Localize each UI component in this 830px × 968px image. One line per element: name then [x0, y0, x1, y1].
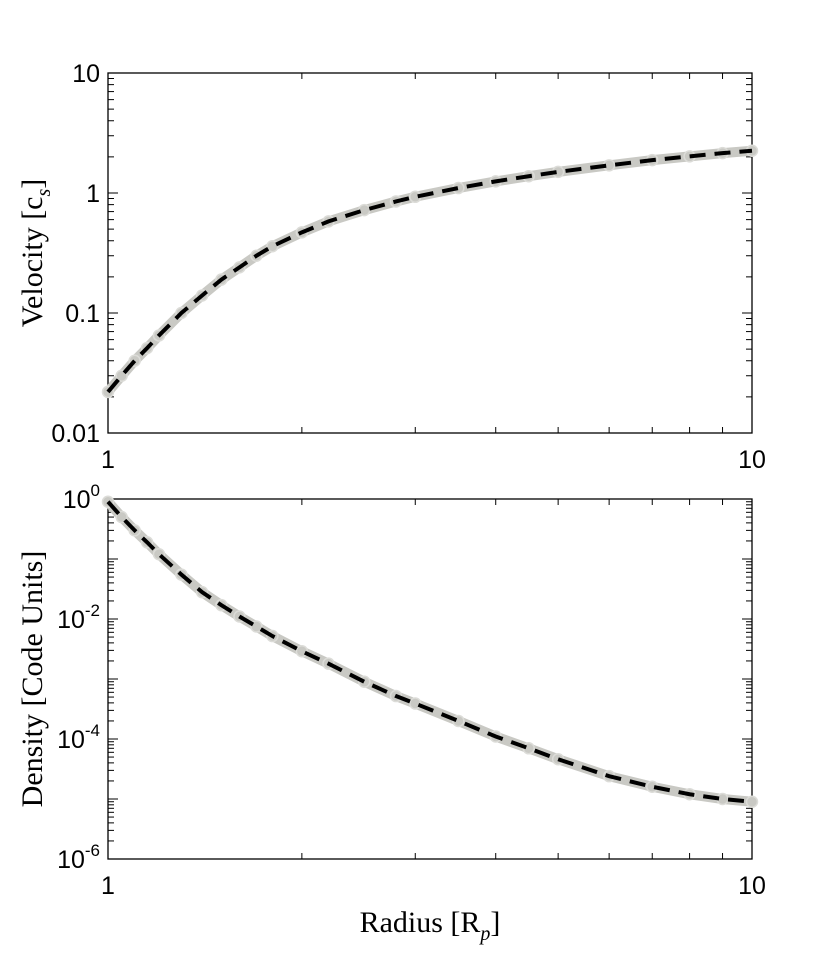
- density-simulation-point: [140, 536, 154, 549]
- velocity-simulation-point: [140, 341, 154, 355]
- density-simulation-point: [250, 620, 263, 633]
- density-axes-frame: [107, 498, 753, 860]
- density-simulation-point: [128, 524, 141, 537]
- velocity-axes-frame: [107, 72, 753, 434]
- density-simulation-band: [103, 496, 757, 807]
- density-simulation-point: [322, 657, 335, 670]
- density-y-tick-label: 10-4: [57, 721, 100, 754]
- velocity-tick-labels: 1 10 0.01 0.1 1 10: [51, 60, 766, 474]
- velocity-simulation-point: [215, 273, 228, 286]
- x-axis-label: Radius [Rp]: [360, 906, 501, 945]
- velocity-simulation-point: [115, 369, 128, 382]
- density-simulation-point: [295, 645, 309, 658]
- velocity-y-tick-label: 0.01: [51, 420, 100, 448]
- velocity-y-tick-label: 1: [86, 180, 100, 208]
- density-simulation-point: [215, 598, 228, 612]
- velocity-panel: 1 10 0.01 0.1 1 10 Velocity [cs]: [16, 60, 766, 474]
- velocity-simulation-point: [266, 239, 279, 253]
- density-tick-labels: 1 10 10-6 10-4 10-2 100: [57, 481, 766, 900]
- velocity-simulation-point: [233, 261, 246, 274]
- velocity-y-tick-label: 0.1: [65, 300, 100, 328]
- velocity-x-tick-label: 1: [101, 446, 115, 474]
- velocity-y-tick-label: 10: [72, 60, 100, 88]
- density-simulation-point: [409, 697, 422, 710]
- density-data: [101, 495, 759, 808]
- velocity-simulation-point: [250, 249, 263, 262]
- density-y-tick-label: 10-6: [57, 841, 100, 874]
- velocity-simulation-point: [128, 354, 141, 368]
- velocity-simulation-point: [152, 329, 166, 342]
- density-simulation-point: [115, 510, 128, 524]
- density-y-tick-label: 10-2: [57, 601, 100, 634]
- velocity-simulation-point: [101, 385, 115, 399]
- velocity-simulation-band: [103, 145, 757, 397]
- velocity-data: [101, 144, 759, 399]
- velocity-simulation-point: [175, 306, 188, 320]
- velocity-x-tick-label: 10: [738, 446, 766, 474]
- velocity-simulation-point: [195, 289, 209, 302]
- density-x-tick-label: 10: [738, 872, 766, 900]
- density-simulation-point: [452, 714, 465, 728]
- velocity-analytic-line: [106, 148, 753, 394]
- density-simulation-point: [152, 547, 166, 561]
- density-simulation-point: [266, 629, 279, 643]
- density-ticks: [107, 498, 753, 860]
- density-simulation-point: [358, 675, 371, 688]
- velocity-simulation-point: [295, 226, 309, 239]
- density-simulation-point: [233, 610, 246, 623]
- density-simulation-point: [101, 495, 115, 508]
- velocity-ticks: [107, 72, 753, 434]
- density-analytic-line: [106, 500, 753, 804]
- density-simulation-point: [175, 568, 188, 581]
- density-y-tick-label: 100: [63, 481, 100, 514]
- density-simulation-point: [745, 795, 759, 808]
- density-y-axis-label: Density [Code Units]: [16, 551, 49, 808]
- density-simulation-point: [195, 585, 209, 599]
- density-x-tick-label: 1: [101, 872, 115, 900]
- velocity-y-axis-label: Velocity [cs]: [16, 179, 55, 328]
